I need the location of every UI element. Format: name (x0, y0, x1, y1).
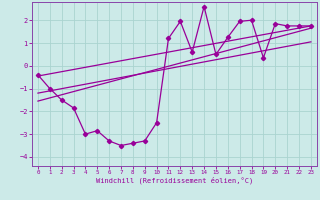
X-axis label: Windchill (Refroidissement éolien,°C): Windchill (Refroidissement éolien,°C) (96, 177, 253, 184)
